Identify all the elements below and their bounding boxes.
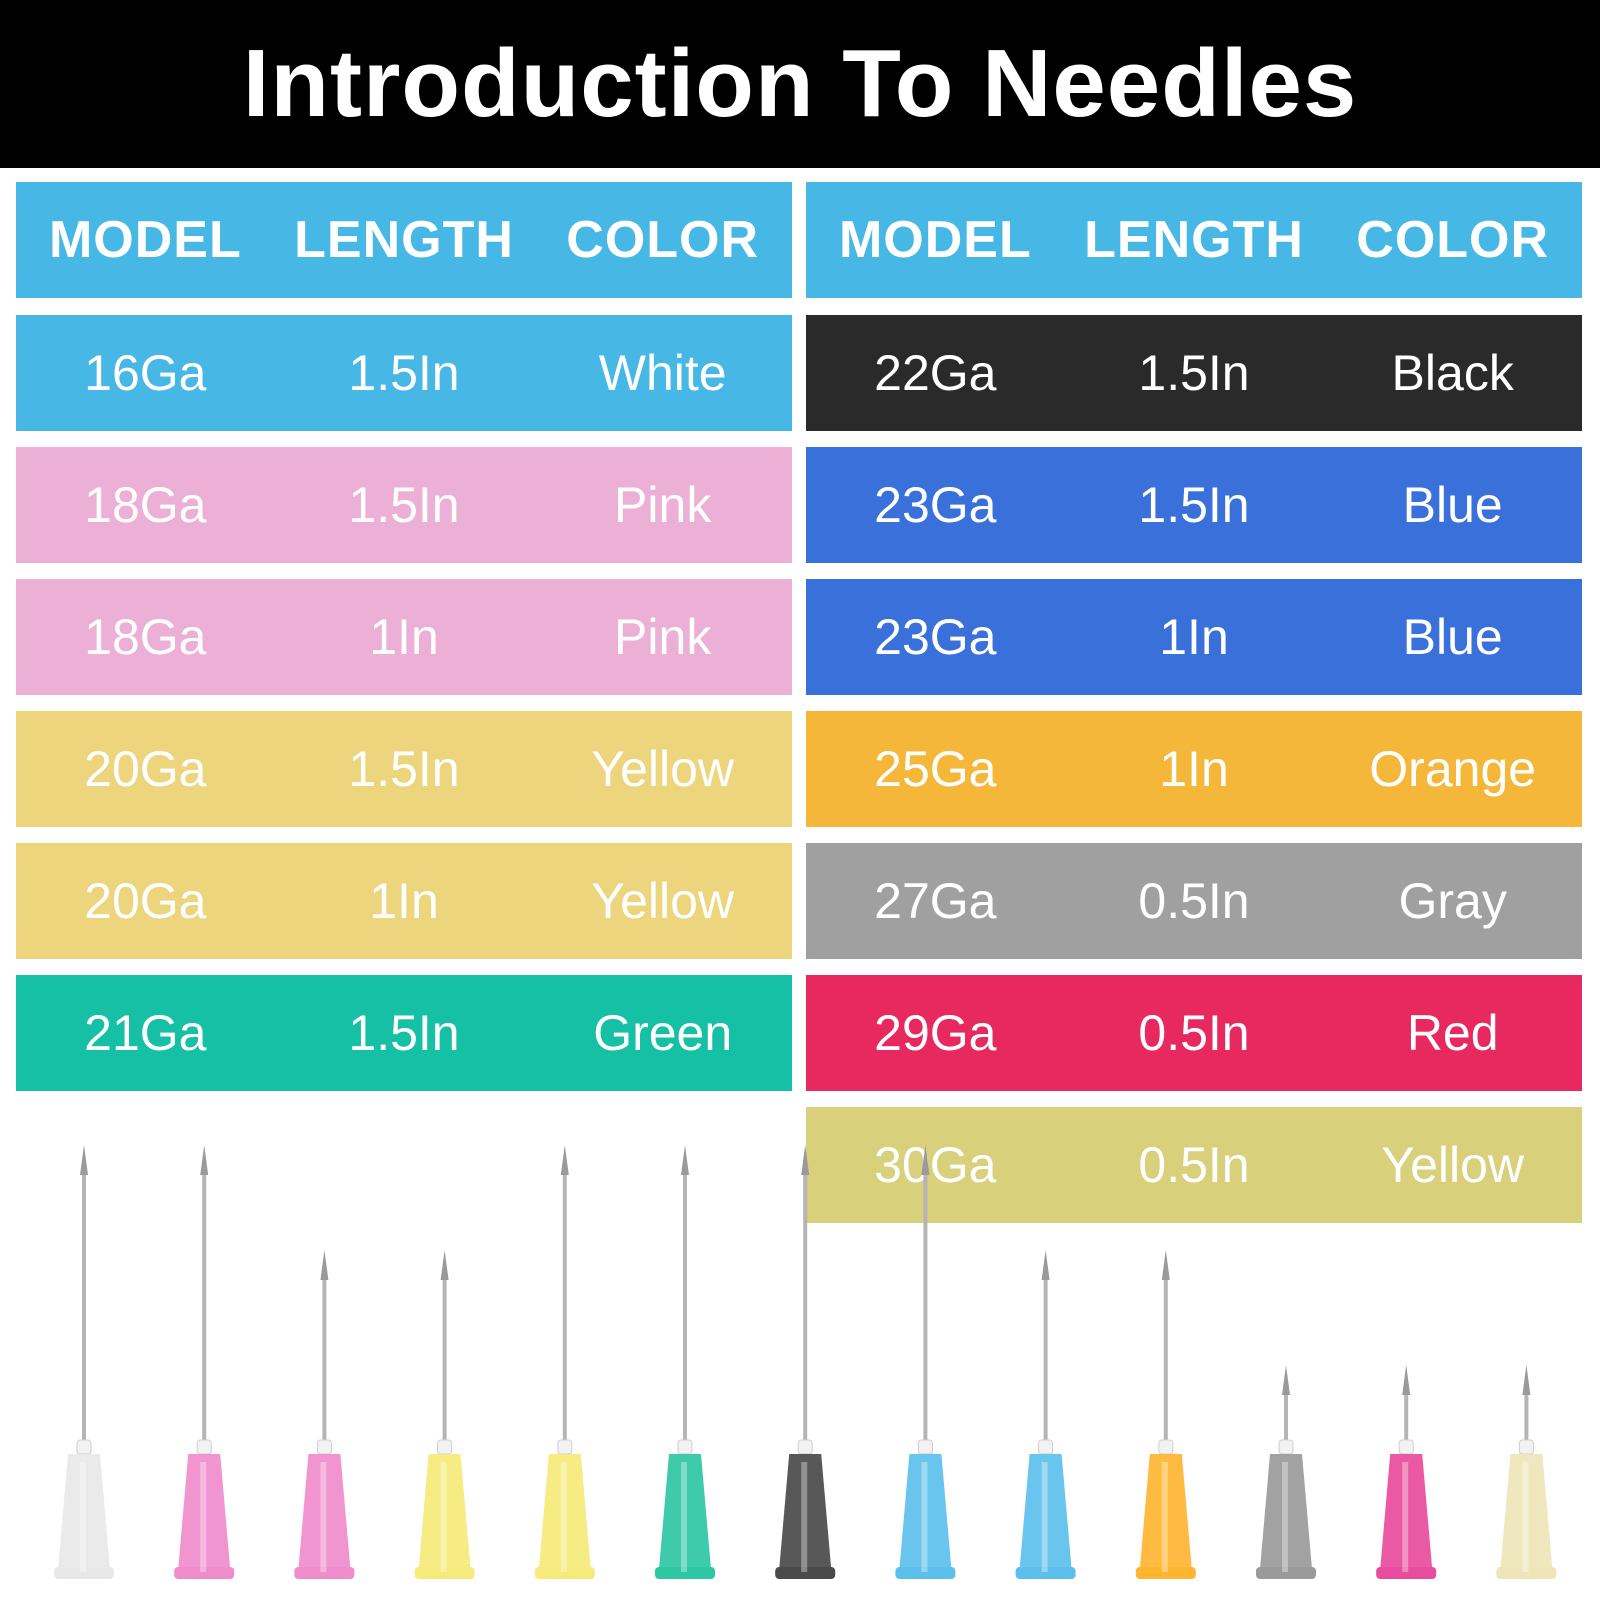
cell-length: 1In [369, 609, 439, 665]
cell-model: 18Ga [84, 609, 207, 665]
cell-color: Orange [1369, 741, 1537, 797]
table-row: 30Ga 0.5In Yellow [806, 1107, 1582, 1223]
table-row: 16Ga 1.5In White [16, 315, 792, 431]
cell-color: Blue [1402, 609, 1503, 665]
needle [414, 1250, 475, 1579]
table-row: 21Ga 1.5In Green [16, 975, 792, 1091]
cell-color: Blue [1402, 477, 1503, 533]
cell-length: 1In [1159, 609, 1229, 665]
table-row: 29Ga 0.5In Red [806, 975, 1582, 1091]
needle [534, 1145, 595, 1579]
cell-length: 1In [369, 873, 439, 929]
needle [1376, 1365, 1437, 1579]
cell-length: 0.5In [1138, 1137, 1250, 1193]
cell-color: Pink [614, 477, 712, 533]
cell-model: 20Ga [84, 741, 207, 797]
needle [1256, 1365, 1316, 1579]
needle [174, 1145, 235, 1579]
cell-length: 1.5In [1138, 477, 1250, 533]
needle [1496, 1365, 1557, 1579]
cell-color: Gray [1398, 873, 1507, 929]
cell-model: 21Ga [84, 1005, 207, 1061]
cell-color: White [598, 345, 727, 401]
needle [655, 1145, 715, 1579]
needle [54, 1145, 114, 1579]
cell-color: Red [1406, 1005, 1499, 1061]
header-model: MODEL [48, 211, 242, 269]
header-color: COLOR [566, 211, 760, 269]
table-row: 20Ga 1In Yellow [16, 843, 792, 959]
table-row: 23Ga 1In Blue [806, 579, 1582, 695]
cell-color: Yellow [591, 741, 735, 797]
cell-length: 1.5In [348, 1005, 460, 1061]
header-model: MODEL [838, 211, 1032, 269]
table-row: 18Ga 1In Pink [16, 579, 792, 695]
cell-model: 23Ga [874, 609, 997, 665]
header-length: LENGTH [1084, 211, 1304, 269]
title-bar: Introduction To Needles [0, 0, 1600, 168]
table-row: 23Ga 1.5In Blue [806, 447, 1582, 563]
needle [1015, 1250, 1076, 1579]
table-row: 20Ga 1.5In Yellow [16, 711, 792, 827]
cell-color: Black [1391, 345, 1514, 401]
cell-model: 18Ga [84, 477, 207, 533]
cell-length: 0.5In [1138, 1005, 1250, 1061]
header-length: LENGTH [294, 211, 514, 269]
needle [294, 1250, 355, 1579]
cell-length: 1.5In [1138, 345, 1250, 401]
right-header-row: MODEL LENGTH COLOR [806, 182, 1582, 298]
cell-length: 1In [1159, 741, 1229, 797]
cell-color: Yellow [1381, 1137, 1525, 1193]
table-row: 27Ga 0.5In Gray [806, 843, 1582, 959]
header-color: COLOR [1356, 211, 1550, 269]
cell-model: 29Ga [874, 1005, 997, 1061]
left-header-row: MODEL LENGTH COLOR [16, 182, 792, 298]
cell-length: 0.5In [1138, 873, 1250, 929]
cell-color: Pink [614, 609, 712, 665]
cell-color: Green [593, 1005, 733, 1061]
cell-model: 30Ga [874, 1137, 997, 1193]
cell-length: 1.5In [348, 345, 460, 401]
table-row: 25Ga 1In Orange [806, 711, 1582, 827]
cell-length: 1.5In [348, 477, 460, 533]
table-row: 22Ga 1.5In Black [806, 315, 1582, 431]
cell-model: 22Ga [874, 345, 997, 401]
cell-model: 16Ga [84, 345, 207, 401]
cell-length: 1.5In [348, 741, 460, 797]
page-title: Introduction To Needles [242, 30, 1358, 137]
cell-model: 27Ga [874, 873, 997, 929]
needle [1135, 1250, 1196, 1579]
cell-model: 25Ga [874, 741, 997, 797]
table-row: 18Ga 1.5In Pink [16, 447, 792, 563]
cell-color: Yellow [591, 873, 735, 929]
cell-model: 23Ga [874, 477, 997, 533]
cell-model: 20Ga [84, 873, 207, 929]
